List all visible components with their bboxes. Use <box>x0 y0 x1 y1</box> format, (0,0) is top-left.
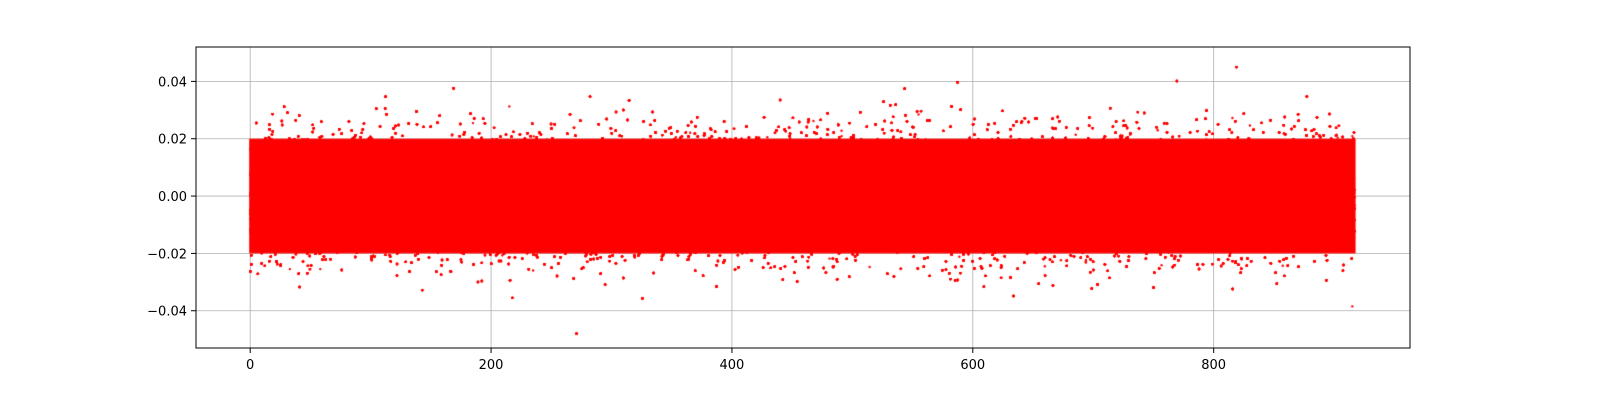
y-axis-ticks: −0.04 −0.02 0.00 0.02 0.04 <box>147 75 196 320</box>
y-tick-label: 0.00 <box>158 190 187 205</box>
x-tick-label: 800 <box>1201 358 1226 373</box>
y-tick-label: −0.04 <box>147 305 187 320</box>
y-tick-label: 0.02 <box>158 133 187 148</box>
x-tick-label: 400 <box>720 358 745 373</box>
x-tick-label: 200 <box>479 358 504 373</box>
y-tick-label: −0.02 <box>147 247 187 262</box>
x-axis-ticks: 0 200 400 600 800 <box>246 348 1226 373</box>
x-tick-label: 0 <box>246 358 254 373</box>
plot-frame <box>195 46 1411 349</box>
x-tick-label: 600 <box>960 358 985 373</box>
axes <box>195 46 1411 349</box>
y-tick-label: 0.04 <box>158 75 187 90</box>
